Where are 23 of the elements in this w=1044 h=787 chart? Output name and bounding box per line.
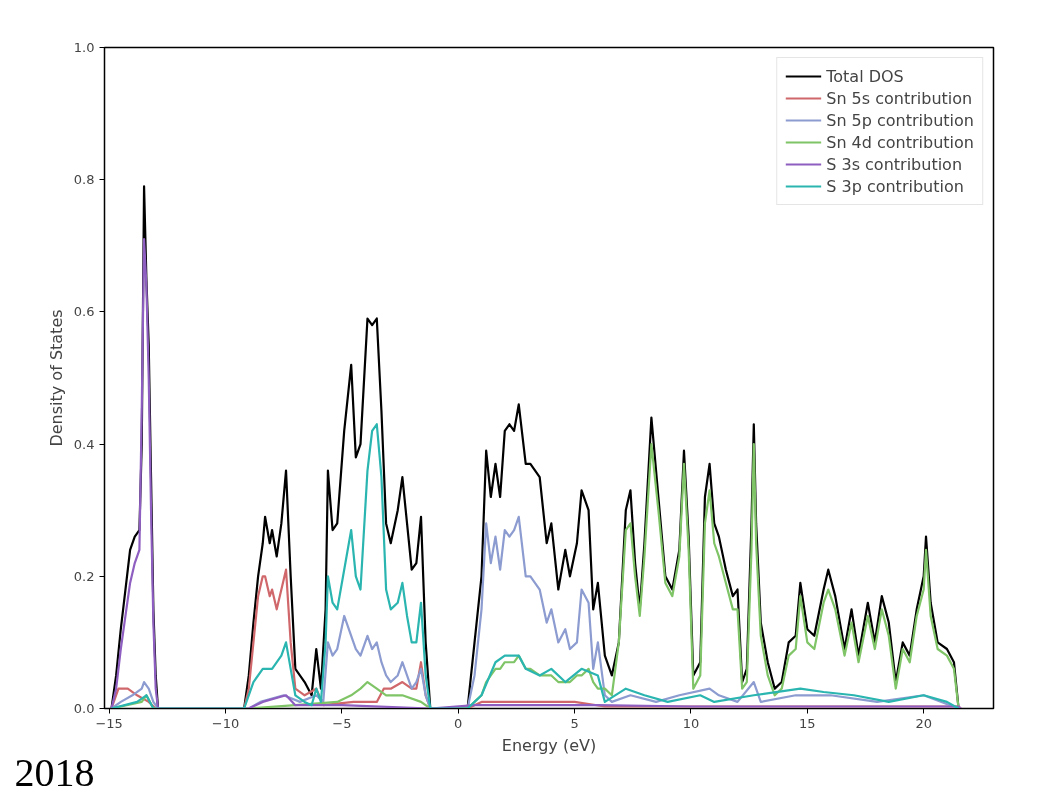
x-tick-label: 0: [454, 715, 463, 731]
x-tick-label: −5: [332, 715, 352, 731]
y-tick-label: 0.2: [73, 568, 95, 584]
legend-label: S 3p contribution: [826, 176, 964, 196]
x-axis-title: Energy (eV): [501, 735, 597, 755]
x-tick-label: −15: [95, 715, 123, 731]
x-tick-label: 20: [915, 715, 932, 731]
legend-label: Sn 5s contribution: [826, 88, 973, 108]
x-tick-label: 5: [570, 715, 579, 731]
x-tick-label: −10: [211, 715, 240, 731]
text: 2018: [14, 749, 95, 787]
legend-label: Sn 5p contribution: [826, 110, 974, 130]
y-tick-label: 0.0: [73, 701, 95, 716]
x-tick-label: 15: [799, 715, 816, 731]
legend-label: Sn 4d contribution: [826, 132, 974, 152]
y-tick-label: 0.8: [73, 172, 95, 188]
y-tick-label: 1.0: [73, 40, 95, 55]
legend-label: Total DOS: [826, 66, 904, 86]
y-axis-title: Density of States: [46, 309, 66, 447]
y-tick-label: 0.4: [73, 436, 95, 452]
y-tick-label: 0.6: [73, 304, 95, 320]
legend-label: S 3s contribution: [826, 154, 963, 174]
x-tick-label: 10: [682, 715, 700, 731]
